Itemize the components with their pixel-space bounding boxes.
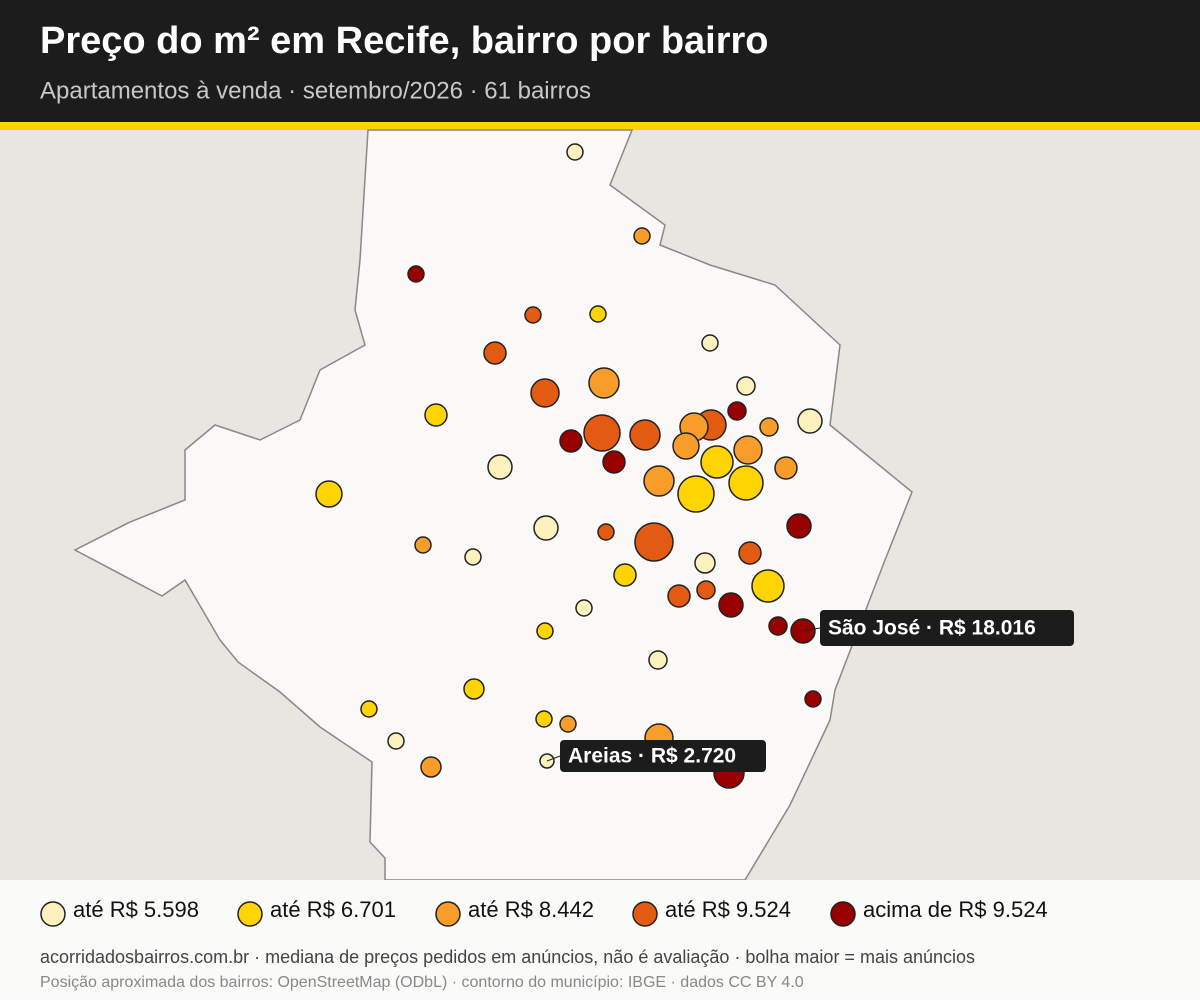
bubble [407, 265, 425, 283]
bubble [634, 522, 674, 562]
bubble [718, 592, 744, 618]
bubble [694, 552, 716, 574]
bubble [583, 414, 621, 452]
footer-note: acorridadosbairros.com.br · mediana de p… [40, 947, 975, 967]
bubble [727, 401, 747, 421]
bubble [387, 732, 405, 750]
bubble [597, 523, 615, 541]
bubble [533, 515, 559, 541]
annotations: São José · R$ 18.016 Areias · R$ 2.720 [546, 610, 1074, 772]
legend: até R$ 5.598 até R$ 6.701 até R$ 8.442 até … [40, 897, 1048, 927]
footer-credits: Posição aproximada dos bairros: OpenStre… [40, 974, 804, 991]
bubble [728, 465, 764, 501]
bubble [672, 432, 700, 460]
bubble [588, 367, 620, 399]
header-bg [0, 0, 1200, 122]
annotation-text: Areias · R$ 2.720 [568, 745, 736, 768]
bubble [759, 417, 779, 437]
bubble [524, 306, 542, 324]
header-stripe [0, 122, 1200, 130]
bubble [360, 700, 378, 718]
leader-line [802, 627, 821, 632]
footer-bg [0, 880, 1200, 1000]
bubble [629, 419, 661, 451]
bubble [768, 616, 788, 636]
bubble [536, 622, 554, 640]
bubble [696, 580, 716, 600]
bubble [700, 445, 734, 479]
bubble [633, 227, 651, 245]
bubble [424, 403, 448, 427]
legend-label: acima de R$ 9.524 [863, 897, 1048, 922]
bubble [315, 480, 343, 508]
bubble [559, 429, 583, 453]
bubble [667, 584, 691, 608]
bubble [589, 305, 607, 323]
legend-label: até R$ 9.524 [665, 897, 791, 922]
bubble [530, 378, 560, 408]
bubble [648, 650, 668, 670]
bubble [613, 563, 637, 587]
legend-swatch [435, 901, 461, 927]
bubble [774, 456, 798, 480]
annotation-box [820, 610, 1074, 646]
bubble [535, 710, 553, 728]
bubble [483, 341, 507, 365]
bubble [575, 599, 593, 617]
legend-swatch [40, 901, 66, 927]
bubble [559, 715, 577, 733]
legend-label: até R$ 8.442 [468, 897, 594, 922]
subtitle: Apartamentos à venda · setembro/2026 · 6… [40, 77, 591, 104]
title: Preço do m² em Recife, bairro por bairro [40, 20, 769, 62]
leader-line [546, 755, 561, 762]
legend-label: até R$ 6.701 [270, 897, 396, 922]
bubble [701, 334, 719, 352]
bubble [736, 376, 756, 396]
bubble [420, 756, 442, 778]
bubble [463, 678, 485, 700]
bubbles [315, 143, 823, 789]
bubble [566, 143, 584, 161]
bubble [464, 548, 482, 566]
bubble [751, 569, 785, 603]
bubble [487, 454, 513, 480]
bubble [643, 465, 675, 497]
bubble [602, 450, 626, 474]
legend-swatch [830, 901, 856, 927]
bubble [733, 435, 763, 465]
bubble [786, 513, 812, 539]
bubble [414, 536, 432, 554]
bubble [797, 408, 823, 434]
bubble [738, 541, 762, 565]
bubble [804, 690, 822, 708]
legend-swatch [632, 901, 658, 927]
legend-label: até R$ 5.598 [73, 897, 199, 922]
annotation-box [560, 740, 766, 772]
annotation-text: São José · R$ 18.016 [828, 617, 1036, 640]
city-outline [73, 129, 913, 881]
legend-swatch [237, 901, 263, 927]
bubble [677, 475, 715, 513]
